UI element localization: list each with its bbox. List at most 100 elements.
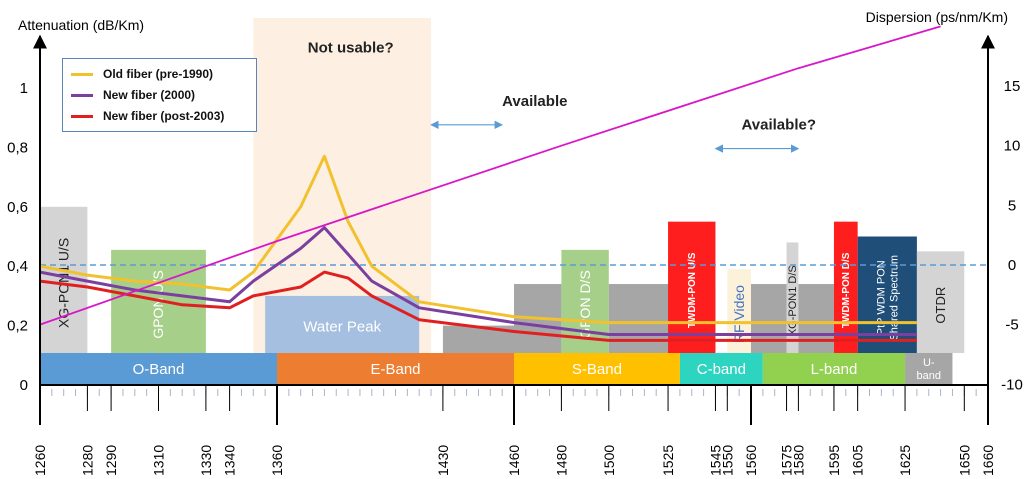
x-tick-label-group-1460: 1460: [506, 445, 522, 476]
x-tick-label-1605: 1605: [850, 445, 866, 476]
x-tick-label-group-1550: 1550: [719, 445, 735, 476]
band-s-band: [514, 353, 680, 384]
annotation-not-usable: Not usable?: [308, 39, 394, 56]
x-tick-label-1595: 1595: [826, 445, 842, 476]
right-axis-tick-10: -10: [1001, 376, 1023, 393]
x-tick-label-1340: 1340: [222, 445, 238, 476]
x-tick-label-1290: 1290: [103, 445, 119, 476]
x-tick-label-1310: 1310: [151, 445, 167, 476]
x-tick-label-1460: 1460: [506, 445, 522, 476]
channel-label-xg-pon1-d-s: XG-PON1 D/S: [787, 265, 799, 336]
left-axis-tick-0: 0: [20, 377, 28, 394]
legend-item-new-fiber-2000: New fiber (2000): [71, 86, 195, 104]
series-line-new-fiber-post-2003: [39, 270, 917, 342]
channel-label-twdm-pon-d-s: TWDM-PON D/S: [841, 252, 852, 328]
x-tick-label-1545: 1545: [707, 445, 723, 476]
x-tick-label-1550: 1550: [719, 445, 735, 476]
right-axis-tick-10: 10: [1004, 138, 1021, 155]
channel-label-group-gpon-u-s: GPON U/S: [150, 270, 166, 338]
left-axis-title: Attenuation (dB/Km): [18, 17, 144, 33]
x-tick-label-1625: 1625: [897, 445, 913, 476]
channel-label-group-rf-video: RF Video: [731, 285, 747, 343]
channel-block-blank: [798, 284, 834, 353]
x-tick-label-group-1525: 1525: [660, 445, 676, 476]
band-u-band: [905, 353, 953, 384]
x-tick-label-group-1500: 1500: [601, 445, 617, 476]
channel-label-group-xg-pon1-d-s: XG-PON1 D/S: [787, 265, 799, 336]
band-label-u-line2: band: [917, 370, 941, 382]
channel-label-group-twdm-pon-d-s: TWDM-PON D/S: [841, 252, 852, 328]
band-l-band: [762, 353, 906, 384]
x-tick-label-group-1330: 1330: [198, 445, 214, 476]
x-tick-label-group-1430: 1430: [435, 445, 451, 476]
band-label-s-band: S-Band: [572, 361, 622, 378]
channel-label-rf-video: RF Video: [731, 285, 747, 343]
channel-block-xg-pon1-d-s: [786, 242, 799, 353]
x-tick-label-1500: 1500: [601, 445, 617, 476]
x-tick-label-group-1545: 1545: [707, 445, 723, 476]
legend-label-new-fiber-2000: New fiber (2000): [103, 88, 196, 102]
legend-item-new-fiber-post-2003: New fiber (post-2003): [71, 107, 224, 125]
x-tick-label-group-1310: 1310: [151, 445, 167, 476]
x-tick-label-group-1480: 1480: [553, 445, 569, 476]
legend-swatch-new-fiber-post-2003: [71, 114, 93, 118]
channel-label-twdm-pon-u-s: TWDM-PON U/S: [687, 252, 698, 328]
channel-label-group-otdr: OTDR: [933, 287, 948, 324]
x-tick-label-group-1360: 1360: [269, 445, 285, 476]
legend-label-old-fiber: Old fiber (pre-1990): [103, 67, 214, 81]
right-axis-tick-5: -5: [1005, 317, 1018, 334]
x-tick-label-1525: 1525: [660, 445, 676, 476]
x-tick-label-group-1340: 1340: [222, 445, 238, 476]
right-axis-title: Dispersion (ps/nm/Km): [866, 9, 1008, 25]
x-tick-label-group-1560: 1560: [743, 445, 759, 476]
channel-label-water-peak: Water Peak: [303, 318, 381, 335]
x-tick-label-group-1595: 1595: [826, 445, 842, 476]
x-tick-label-1575: 1575: [779, 445, 795, 476]
x-tick-label-group-1625: 1625: [897, 445, 913, 476]
x-tick-label-1280: 1280: [79, 445, 95, 476]
channel-label-ptp-line2: Shared Spectrum: [888, 255, 900, 341]
channel-label-otdr: OTDR: [933, 287, 948, 324]
channel-block-otdr: [916, 251, 965, 353]
legend-swatch-new-fiber-2000: [71, 93, 93, 97]
x-tick-label-group-1575: 1575: [779, 445, 795, 476]
channel-label-ptp-line1: PtP WDM PON: [875, 260, 887, 335]
channel-block-rf-video: [727, 269, 751, 353]
band-e-band: [277, 353, 514, 384]
x-tick-label-group-1605: 1605: [850, 445, 866, 476]
channel-label-group-ptp: PtP WDM PON Shared Spectrum: [875, 255, 900, 341]
series-line-dispersion: [39, 25, 941, 326]
channel-label-gpon-d-s: GPON D/S: [577, 270, 593, 338]
left-axis-tick-1: 1: [20, 80, 28, 97]
x-tick-label-group-1290: 1290: [103, 445, 119, 476]
band-c-band: [679, 353, 763, 384]
x-tick-label-1660: 1660: [980, 445, 996, 476]
x-tick-label-1330: 1330: [198, 445, 214, 476]
x-tick-label-1480: 1480: [553, 445, 569, 476]
band-label-u-line1: U-: [923, 357, 935, 369]
x-tick-label-group-1580: 1580: [790, 445, 806, 476]
band-label-o-band: O-Band: [133, 361, 185, 378]
annotation-available: Available: [502, 93, 567, 110]
x-tick-label-group-1280: 1280: [79, 445, 95, 476]
x-tick-label-1650: 1650: [956, 445, 972, 476]
right-axis-tick-0: 0: [1008, 257, 1016, 274]
x-tick-label-1580: 1580: [790, 445, 806, 476]
channel-label-group-gpon-d-s: GPON D/S: [577, 270, 593, 338]
left-axis-tick-0-8: 0,8: [7, 139, 28, 156]
left-axis-tick-0-6: 0,6: [7, 199, 28, 216]
annotation-available: Available?: [742, 117, 816, 134]
channel-block-twdm-pon-u-s: [668, 221, 716, 353]
legend-swatch-old-fiber: [71, 72, 93, 76]
right-axis-tick-15: 15: [1004, 78, 1021, 95]
x-tick-label-1360: 1360: [269, 445, 285, 476]
x-tick-label-1430: 1430: [435, 445, 451, 476]
band-label-l-band: L-band: [811, 361, 858, 378]
left-axis-tick-0-2: 0,2: [7, 318, 28, 335]
channel-block-blank: [751, 284, 787, 353]
band-label-c-band: C-band: [697, 361, 746, 378]
left-axis-tick-0-4: 0,4: [7, 258, 28, 275]
x-tick-label-group-1260: 1260: [32, 445, 48, 476]
chart-legend: Old fiber (pre-1990) New fiber (2000) Ne…: [62, 58, 257, 132]
series-line-new-fiber-2000: [39, 226, 917, 336]
